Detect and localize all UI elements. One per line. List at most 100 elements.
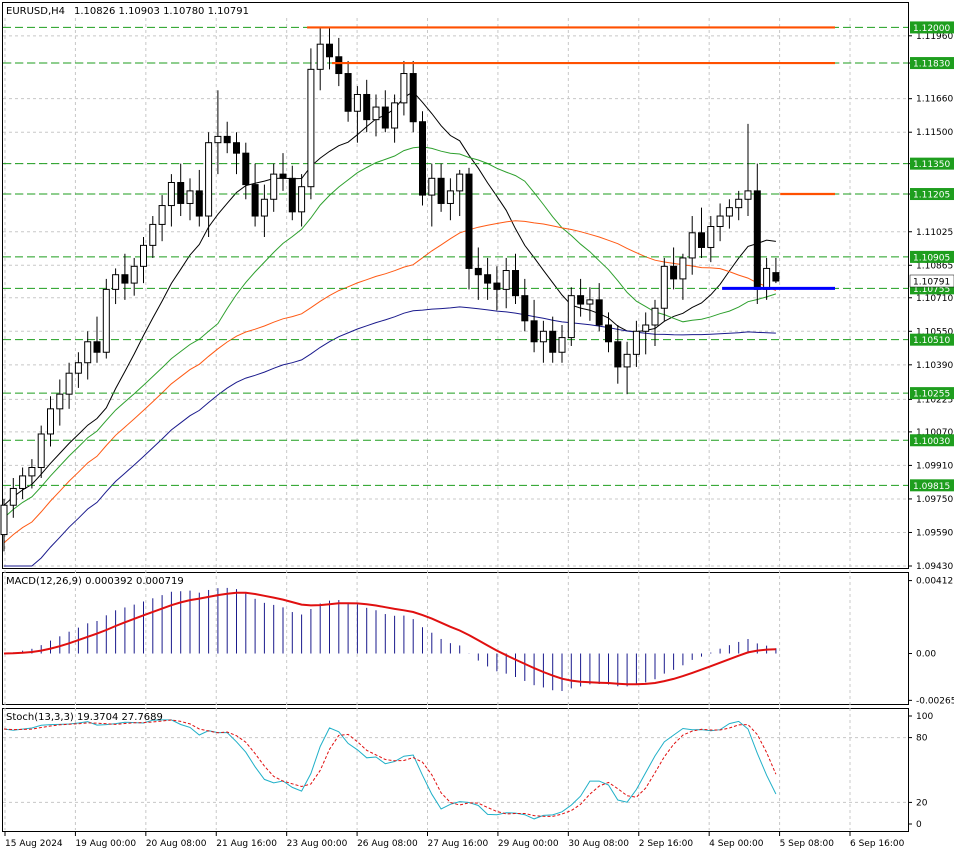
price-tick-label: 1.09590 (916, 528, 953, 538)
candle-body (9, 487, 17, 506)
candle-body (326, 43, 333, 58)
candle-body (56, 393, 64, 410)
macd-signal-line (3, 591, 776, 686)
candle-body (558, 337, 566, 353)
candle-body (37, 433, 45, 469)
candle-body (605, 324, 612, 343)
candle-body (149, 223, 157, 246)
candle-body (391, 102, 399, 129)
ma-slow-line (3, 220, 777, 544)
level-label-bg (910, 57, 954, 70)
candle-body (177, 182, 185, 204)
level-label: 1.10030 (913, 437, 950, 447)
level-label-bg (910, 188, 954, 201)
candle-body (595, 299, 603, 326)
ma-mid-line (3, 146, 777, 519)
price-tick-label: 1.11660 (916, 95, 953, 105)
level-label: 1.09815 (913, 482, 950, 492)
candle-body (19, 475, 27, 489)
level-label: 1.10510 (913, 336, 950, 346)
time-axis: 15 Aug 2024 19 Aug 00:00 20 Aug 08:00 21 Au… (4, 832, 905, 849)
price-tick-label: 1.10710 (916, 294, 953, 304)
macd-indicator: 0.004127 0.00 -0.00265 (3, 577, 954, 706)
candle-body (735, 198, 743, 209)
candle-body (344, 73, 352, 112)
candle-body (707, 226, 715, 248)
candle-body (567, 295, 575, 339)
candle-body (260, 198, 268, 217)
macd-tick-label: 0.00 (916, 650, 936, 660)
level-label: 1.11830 (913, 60, 950, 70)
stoch-tick-label: 0 (916, 820, 922, 830)
level-label-bg (910, 479, 954, 492)
candle-body (484, 274, 492, 284)
candle-body (512, 270, 519, 297)
candle-body (725, 207, 733, 217)
candle-body (660, 265, 668, 309)
level-label: 1.11205 (913, 191, 950, 201)
candle-body (130, 265, 138, 284)
level-label: 1.11350 (913, 160, 950, 170)
candle-body (437, 177, 445, 204)
support-resistance-levels (3, 26, 908, 486)
candle-body (316, 43, 324, 70)
candle-body (381, 106, 389, 129)
current-price-label: 1.10791 (913, 277, 950, 287)
price-tick-label: 1.10225 (916, 395, 953, 405)
chart-symbol-label: EURUSD,H4 (6, 6, 65, 17)
candle-body (688, 232, 696, 259)
candle-body (744, 190, 752, 200)
candle-body (102, 288, 110, 353)
time-tick-label: 6 Sep 16:00 (850, 839, 905, 849)
macd-tick-label: -0.00265 (916, 696, 954, 706)
candle-body (549, 330, 557, 353)
price-tick-label: 1.10390 (916, 361, 953, 371)
stochastic-indicator: 100 80 20 0 (3, 712, 933, 830)
candle-body (670, 265, 678, 280)
current-price-label-bg (909, 274, 954, 288)
candle-body (409, 73, 417, 123)
candle-body (121, 274, 129, 284)
level-label: 1.10755 (913, 285, 950, 295)
stoch-tick-label: 20 (916, 798, 928, 808)
candle-body (372, 106, 380, 121)
candle-body (288, 177, 296, 213)
candle-body (698, 232, 705, 248)
candle-body (186, 190, 194, 204)
candle-body (530, 320, 538, 343)
stoch-tick-label: 100 (916, 712, 933, 722)
ma-long-line (4, 306, 776, 567)
price-tick-label: 1.11960 (916, 32, 953, 42)
candle-body (214, 135, 222, 144)
candle-body (223, 135, 231, 144)
candle-body (0, 504, 8, 536)
time-tick-label: 4 Sep 00:00 (709, 839, 764, 849)
time-tick-label: 15 Aug 2024 (5, 839, 63, 849)
candle-body (539, 330, 547, 343)
candle-body (753, 190, 761, 290)
candle-body (400, 73, 408, 104)
level-label-bg (910, 387, 954, 400)
candle-body (679, 257, 687, 280)
candle-body (632, 330, 640, 355)
price-tick-label: 1.10865 (916, 261, 953, 271)
candle-body (233, 142, 240, 154)
macd-title: MACD(12,26,9) 0.000392 0.000719 (6, 576, 184, 587)
time-tick-label: 20 Aug 08:00 (146, 839, 207, 849)
candle-body (47, 408, 54, 435)
price-tick-label: 1.10070 (916, 428, 953, 438)
candle-body (298, 186, 306, 213)
time-tick-label: 5 Sep 08:00 (780, 839, 835, 849)
candle-body (353, 93, 361, 112)
candle-body (642, 324, 650, 332)
candle-body (28, 467, 36, 477)
macd-pane-frame (2, 572, 909, 705)
macd-tick-label: 0.004127 (916, 577, 954, 587)
candle-body (335, 56, 343, 75)
level-label: 1.12000 (913, 24, 950, 34)
level-label-bg (910, 21, 954, 34)
time-tick-label: 27 Aug 16:00 (428, 839, 489, 849)
price-tick-label: 1.10550 (916, 327, 953, 337)
